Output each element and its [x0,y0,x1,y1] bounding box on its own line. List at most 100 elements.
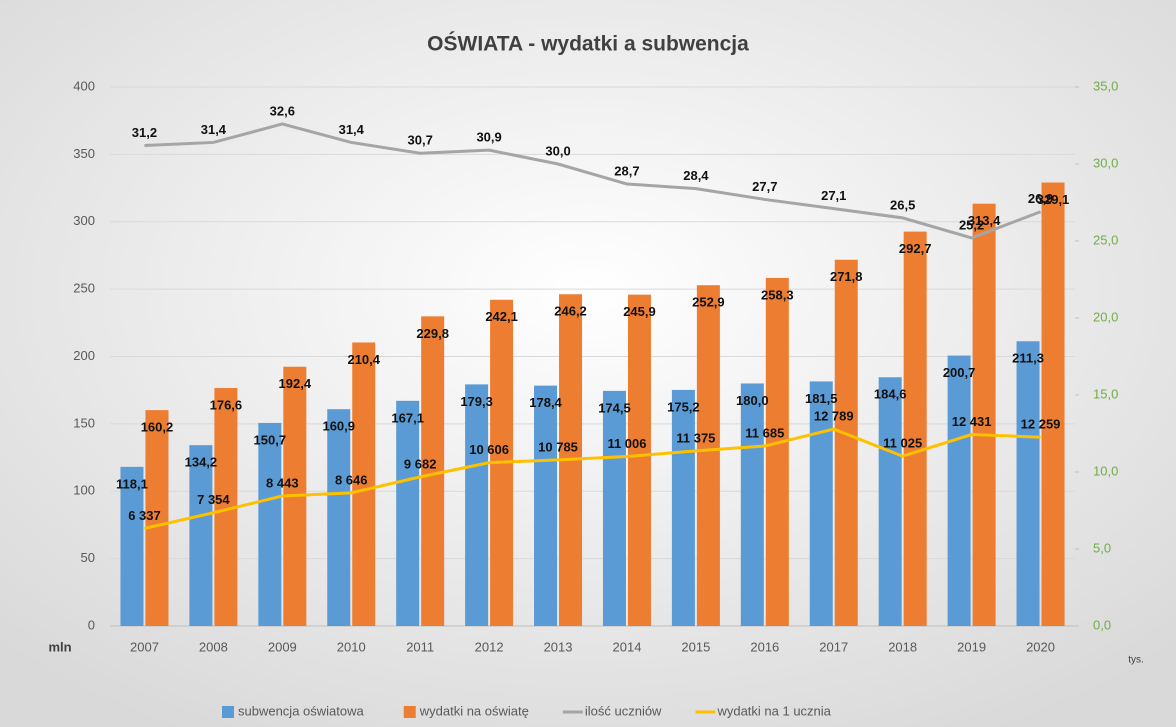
bar [834,259,858,626]
data-label: 32,6 [270,103,295,118]
y2-tick-label: 25,0 [1093,232,1118,247]
data-label: 313,4 [968,213,1001,228]
data-label: 30,0 [545,143,570,158]
data-label: 25,2 [959,217,984,232]
y-axis-label: mln [48,639,71,654]
y2-tick-label: 30,0 [1093,155,1118,170]
data-label: 11 025 [883,436,922,451]
bar [534,385,558,626]
x-tick-label: 2011 [406,639,434,654]
x-tick-label: 2019 [957,639,986,654]
bar [903,231,927,627]
bar [602,390,626,626]
data-label: 134,2 [185,455,218,470]
x-tick-label: 2008 [199,639,228,654]
data-label: 176,6 [210,397,243,412]
data-label: 30,7 [408,133,433,148]
bar [1041,182,1065,626]
legend-label: ilość uczniów [585,703,662,718]
data-label: 10 785 [538,439,578,454]
data-label: 6 337 [128,508,161,523]
data-label: 160,2 [141,420,174,435]
bar [421,316,445,626]
y2-tick-label: 0,0 [1093,617,1111,632]
x-tick-label: 2012 [475,639,504,654]
y2-tick-label: 20,0 [1093,309,1118,324]
y-tick-label: 300 [73,213,95,228]
data-label: 242,1 [485,309,518,324]
data-label: 11 006 [607,436,646,451]
y2-tick-label: 35,0 [1093,78,1118,93]
data-label: 229,8 [416,326,449,341]
data-label: 12 259 [1021,417,1061,432]
bar [145,410,169,626]
bar [1016,341,1040,626]
x-tick-label: 2013 [544,639,573,654]
data-label: 271,8 [830,269,863,284]
data-label: 174,5 [598,400,631,415]
y-tick-label: 350 [73,146,95,161]
legend-label: subwencja oświatowa [238,703,365,718]
data-label: 10 606 [469,442,509,457]
data-label: 30,9 [476,130,501,145]
y-tick-label: 0 [88,617,95,632]
data-label: 179,3 [460,394,493,409]
bar [627,294,651,626]
data-label: 160,9 [322,419,355,434]
legend-swatch [222,706,234,718]
x-tick-label: 2007 [130,639,159,654]
x-tick-label: 2014 [613,639,642,654]
x-tick-label: 2018 [888,639,917,654]
x-tick-label: 2017 [819,639,848,654]
data-label: 329,1 [1037,192,1070,207]
legend-label: wydatki na oświatę [419,703,529,718]
legend-label: wydatki na 1 ucznia [716,703,831,718]
data-label: 252,9 [692,295,725,310]
bar [878,377,902,626]
data-label: 150,7 [254,432,287,447]
chart-title: OŚWIATA - wydatki a subwencja [427,32,749,56]
y2-tick-label: 10,0 [1093,463,1118,478]
data-label: 31,4 [339,122,365,137]
x-tick-label: 2015 [681,639,710,654]
data-label: 118,1 [116,476,148,491]
data-label: 26,9 [1028,191,1053,206]
x-tick-label: 2010 [337,639,366,654]
y2-axis-label: tys. [1128,655,1144,666]
bar [214,388,238,626]
legend-swatch [403,706,416,718]
y-tick-label: 200 [73,348,95,363]
y-tick-label: 100 [73,483,95,498]
data-label: 181,5 [805,391,838,406]
bar [696,285,720,626]
y-tick-label: 50 [81,550,95,565]
line [144,427,1041,530]
bar [465,384,489,626]
data-label: 200,7 [943,365,976,380]
y-tick-label: 150 [73,415,95,430]
y2-tick-label: 5,0 [1093,540,1111,555]
x-tick-label: 2016 [750,639,779,654]
data-label: 11 375 [676,430,715,445]
data-label: 8 443 [266,475,299,490]
data-label: 27,7 [752,179,777,194]
data-label: 28,4 [683,168,709,183]
data-label: 11 685 [745,425,784,440]
bar [258,422,282,626]
data-label: 175,2 [667,399,700,414]
bar [189,445,213,626]
y-tick-label: 250 [73,281,95,296]
bar [671,389,695,626]
x-tick-label: 2020 [1026,639,1055,654]
data-label: 178,4 [529,395,562,410]
data-label: 292,7 [899,241,932,256]
bar [120,466,144,626]
bar [972,203,996,627]
y2-tick-label: 15,0 [1093,386,1118,401]
bar [352,342,376,626]
bar [396,400,420,626]
data-label: 245,9 [623,304,656,319]
data-label: 9 682 [404,456,437,471]
